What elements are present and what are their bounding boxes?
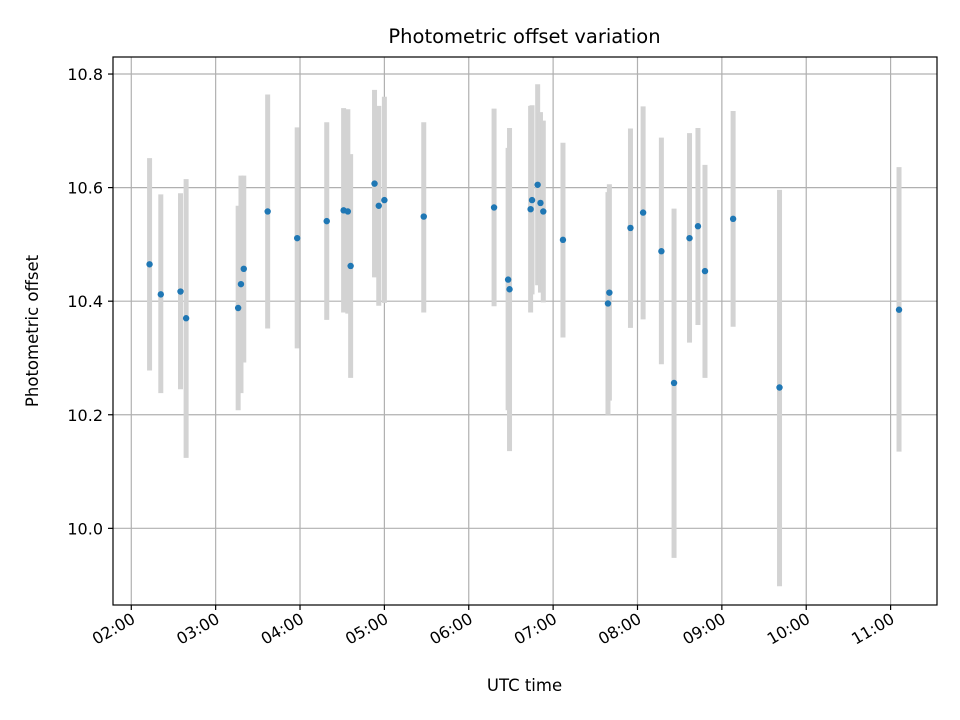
data-point [540,208,547,215]
x-axis-label: UTC time [487,676,562,695]
data-point [776,384,783,391]
y-axis-ticks: 10.0 10.2 10.4 10.6 10.8 [67,65,113,538]
data-point [658,248,665,255]
data-point [371,180,378,187]
data-point [729,215,737,223]
y-tick-label: 10.2 [67,406,103,425]
data-point [344,208,352,215]
data-point [146,261,153,268]
y-tick-label: 10.8 [67,65,103,84]
data-points [146,180,903,391]
data-point [323,217,330,225]
data-point [157,291,165,298]
data-point [528,196,536,204]
data-point [686,234,693,242]
data-point [537,199,544,207]
data-point [234,304,242,312]
data-point [895,306,903,313]
y-axis-label: Photometric offset [23,254,42,407]
data-point [490,204,498,211]
data-point [504,276,512,283]
data-point [694,223,702,230]
data-point [627,224,634,232]
chart-title: Photometric offset variation [388,25,660,48]
y-tick-label: 10.0 [67,519,103,538]
data-point [506,286,513,293]
data-point [375,202,382,209]
data-point [294,234,301,242]
data-point [347,262,354,270]
plot-frame [112,56,938,606]
data-point [639,209,647,216]
data-point [264,208,271,215]
data-point [420,213,427,220]
data-point [527,205,534,213]
data-point [534,181,541,188]
data-point [606,289,613,296]
grid [113,57,937,605]
y-tick-label: 10.6 [67,179,103,198]
data-point [670,379,678,387]
data-point [559,236,567,244]
y-tick-label: 10.4 [67,292,103,311]
data-point [177,288,184,295]
data-point [240,265,247,273]
data-point [701,267,709,275]
data-point [182,315,190,322]
data-point [604,300,612,307]
data-point [237,280,245,288]
data-point [381,196,388,204]
